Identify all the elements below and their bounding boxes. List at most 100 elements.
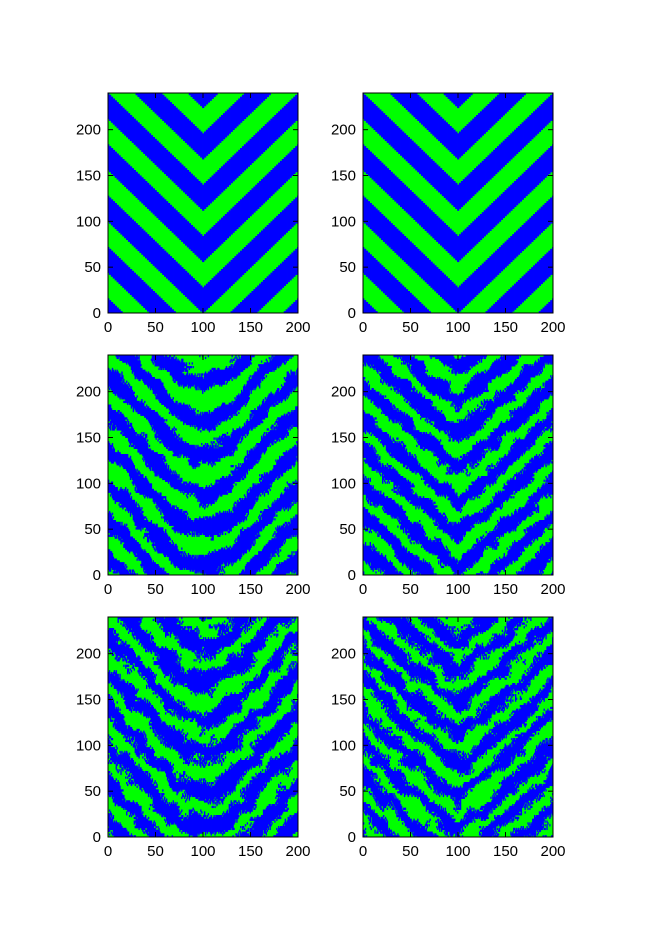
stripe-segment bbox=[289, 483, 291, 510]
stripe-segment bbox=[443, 120, 446, 147]
stripe-segment bbox=[411, 571, 413, 575]
stripe-segment bbox=[449, 177, 451, 204]
stripe-segment bbox=[216, 171, 218, 198]
stripe-segment bbox=[393, 173, 395, 200]
stripe-segment bbox=[478, 477, 481, 495]
stripe-segment bbox=[463, 454, 466, 470]
stripe-segment bbox=[426, 375, 428, 391]
stripe-segment bbox=[389, 272, 391, 299]
stripe-segment bbox=[284, 487, 287, 510]
stripe-segment bbox=[477, 512, 480, 521]
stripe-segment bbox=[195, 518, 197, 536]
stripe-segment bbox=[432, 263, 434, 290]
stripe-segment bbox=[426, 104, 428, 131]
stripe-segment bbox=[262, 93, 265, 101]
stripe-segment bbox=[219, 446, 221, 462]
stripe-segment bbox=[204, 234, 207, 261]
stripe-segment bbox=[371, 102, 373, 129]
stripe-segment bbox=[452, 127, 454, 154]
stripe-segment bbox=[452, 457, 454, 473]
stripe-segment bbox=[442, 516, 445, 534]
stripe-segment bbox=[529, 115, 531, 142]
stripe-segment bbox=[365, 529, 368, 532]
stripe-segment bbox=[275, 532, 277, 537]
stripe-segment bbox=[390, 93, 392, 96]
stripe-segment bbox=[488, 571, 490, 575]
stripe-segment bbox=[142, 228, 144, 255]
stripe-segment bbox=[483, 454, 485, 459]
stripe-segment bbox=[417, 441, 419, 444]
stripe-segment bbox=[272, 424, 274, 427]
stripe-segment bbox=[363, 545, 366, 561]
stripe-segment bbox=[266, 433, 268, 448]
stripe-segment bbox=[478, 355, 481, 363]
stripe-segment bbox=[533, 214, 535, 241]
stripe-segment bbox=[112, 446, 115, 464]
stripe-segment bbox=[238, 501, 240, 523]
stripe-segment bbox=[283, 377, 286, 380]
stripe-segment bbox=[133, 465, 135, 484]
stripe-segment bbox=[127, 111, 129, 138]
stripe-segment bbox=[375, 547, 377, 550]
stripe-segment bbox=[276, 551, 278, 554]
stripe-segment bbox=[111, 199, 114, 226]
stripe-segment bbox=[243, 384, 246, 405]
stripe-segment bbox=[417, 521, 419, 543]
stripe-segment bbox=[386, 219, 389, 246]
stripe-segment bbox=[442, 355, 445, 365]
stripe-segment bbox=[166, 521, 169, 525]
stripe-segment bbox=[146, 234, 149, 261]
stripe-segment bbox=[283, 413, 286, 438]
stripe-segment bbox=[487, 400, 489, 418]
stripe-segment bbox=[231, 105, 233, 132]
stripe-segment bbox=[442, 118, 445, 145]
stripe-segment bbox=[485, 311, 487, 313]
stripe-segment bbox=[286, 487, 288, 508]
stripe-segment bbox=[278, 417, 280, 440]
stripe-segment bbox=[267, 505, 269, 508]
stripe-segment bbox=[484, 439, 486, 449]
stripe-segment bbox=[294, 302, 296, 313]
stripe-segment bbox=[126, 111, 128, 138]
stripe-segment bbox=[265, 124, 268, 151]
stripe-segment bbox=[200, 234, 202, 261]
stripe-segment bbox=[293, 481, 295, 484]
stripe-segment bbox=[397, 518, 399, 521]
stripe-segment bbox=[486, 399, 488, 418]
stripe-segment bbox=[391, 468, 393, 482]
stripe-segment bbox=[272, 393, 274, 407]
stripe-segment bbox=[145, 232, 147, 259]
stripe-segment bbox=[240, 463, 242, 466]
stripe-segment bbox=[276, 564, 278, 569]
stripe-segment bbox=[278, 499, 280, 512]
stripe-segment bbox=[278, 162, 280, 189]
stripe-segment bbox=[255, 523, 257, 536]
stripe-segment bbox=[172, 400, 174, 416]
stripe-segment bbox=[203, 285, 206, 312]
stripe-segment bbox=[276, 419, 278, 424]
stripe-segment bbox=[400, 476, 402, 497]
stripe-segment bbox=[247, 294, 249, 313]
stripe-segment bbox=[150, 289, 153, 313]
stripe-segment bbox=[468, 173, 470, 200]
stripe-segment bbox=[253, 93, 255, 110]
stripe-segment bbox=[200, 518, 202, 536]
stripe-segment bbox=[241, 248, 244, 275]
stripe-segment bbox=[425, 536, 428, 552]
stripe-segment bbox=[464, 384, 466, 387]
stripe-segment bbox=[459, 358, 462, 374]
stripe-segment bbox=[186, 118, 189, 145]
stripe-segment bbox=[293, 389, 295, 393]
stripe-segment bbox=[276, 569, 278, 575]
stripe-segment bbox=[473, 355, 475, 367]
stripe-segment bbox=[273, 532, 275, 536]
stripe-segment bbox=[209, 126, 211, 153]
stripe-segment bbox=[399, 389, 401, 393]
stripe-segment bbox=[473, 498, 475, 501]
stripe-segment bbox=[538, 105, 541, 132]
stripe-segment bbox=[119, 373, 121, 400]
stripe-segment bbox=[184, 443, 186, 457]
stripe-segment bbox=[267, 93, 269, 98]
stripe-segment bbox=[228, 417, 230, 420]
stripe-segment bbox=[283, 382, 286, 400]
